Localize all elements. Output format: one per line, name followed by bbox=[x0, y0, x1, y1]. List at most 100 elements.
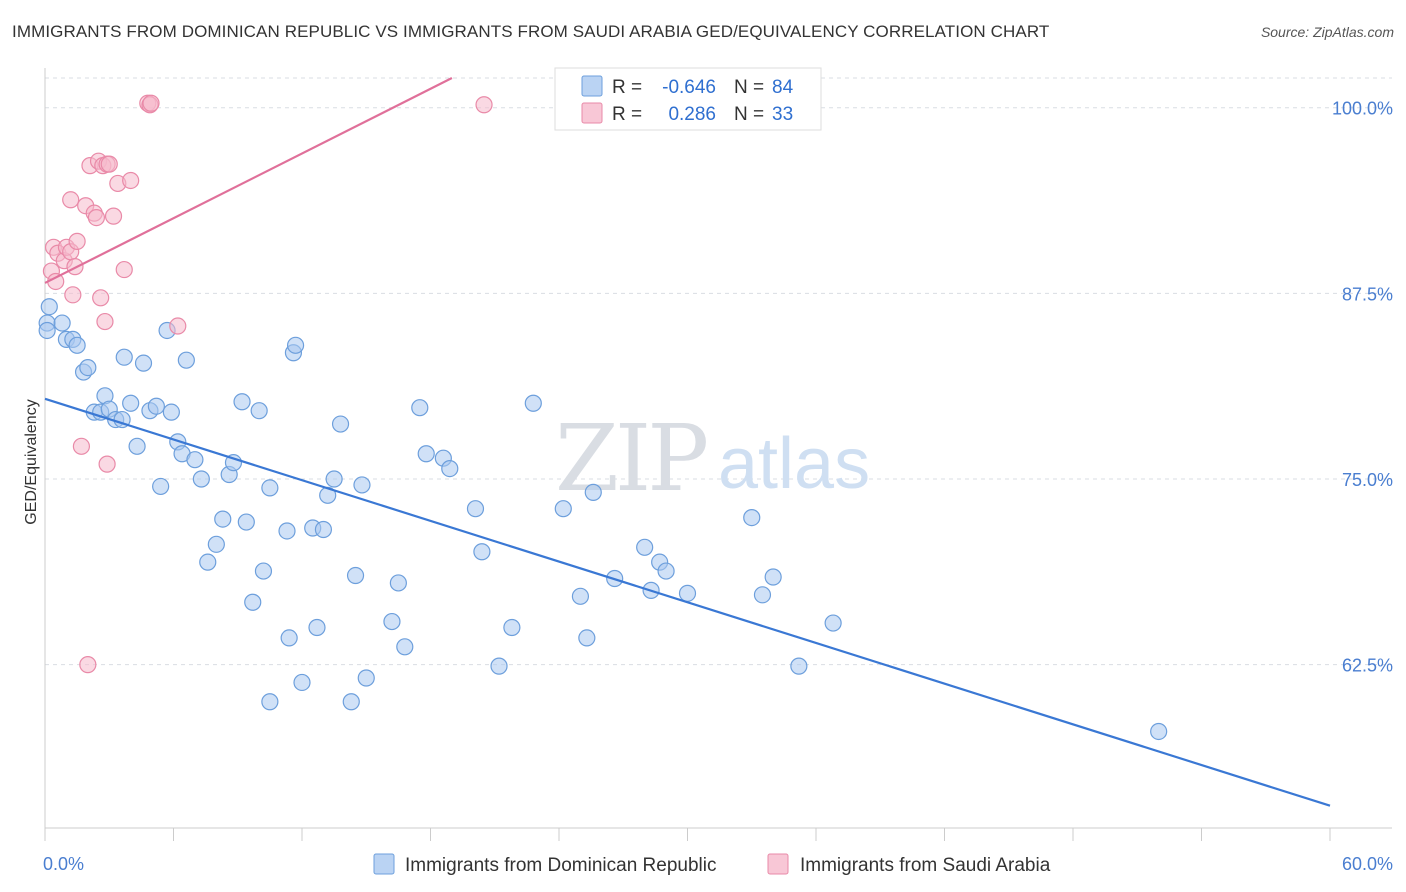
data-point-blue bbox=[657, 562, 675, 580]
data-point-blue bbox=[357, 669, 375, 687]
data-point-blue bbox=[134, 354, 153, 372]
x-tick-label: 0.0% bbox=[43, 854, 84, 874]
data-point-blue bbox=[250, 402, 268, 420]
y-tick-label: 100.0% bbox=[1332, 99, 1393, 119]
data-point-blue bbox=[177, 351, 195, 369]
data-point-blue bbox=[237, 513, 255, 531]
data-point-pink bbox=[98, 455, 116, 473]
data-point-blue bbox=[389, 574, 407, 592]
series-legend-swatch-blue bbox=[373, 853, 395, 875]
data-point-blue bbox=[162, 403, 180, 421]
data-point-blue bbox=[38, 321, 56, 340]
data-point-blue bbox=[571, 587, 590, 605]
y-tick-label: 87.5% bbox=[1342, 284, 1393, 304]
data-point-blue bbox=[503, 618, 521, 637]
data-point-blue bbox=[753, 586, 772, 604]
data-point-blue bbox=[441, 459, 459, 478]
data-point-pink bbox=[115, 260, 133, 279]
data-point-blue bbox=[524, 394, 542, 412]
data-point-blue bbox=[286, 336, 305, 354]
data-point-blue bbox=[233, 393, 251, 411]
data-point-blue bbox=[411, 399, 429, 417]
data-point-blue bbox=[280, 629, 298, 647]
legend-swatch-blue bbox=[581, 75, 603, 97]
data-point-pink bbox=[96, 312, 114, 331]
data-point-blue bbox=[473, 543, 491, 561]
data-point-blue bbox=[278, 522, 296, 540]
legend-r-value-2: 0.286 bbox=[668, 104, 716, 125]
data-point-blue bbox=[152, 477, 170, 496]
data-point-blue bbox=[68, 336, 86, 354]
data-point-pink bbox=[142, 94, 160, 112]
trend-line-blue bbox=[44, 397, 1331, 807]
data-point-blue bbox=[678, 584, 697, 602]
data-point-pink bbox=[100, 155, 118, 173]
data-point-blue bbox=[293, 673, 311, 692]
trend-lines bbox=[44, 77, 1331, 807]
data-point-blue bbox=[128, 437, 146, 455]
data-point-pink bbox=[92, 289, 110, 307]
legend-swatch-pink bbox=[581, 102, 603, 124]
series-legend-label-2: Immigrants from Saudi Arabia bbox=[800, 855, 1051, 876]
legend-r-value-1: -0.646 bbox=[662, 77, 716, 98]
series-legend-label-1: Immigrants from Dominican Republic bbox=[405, 855, 717, 876]
data-point-pink bbox=[87, 209, 106, 227]
data-point-blue bbox=[325, 470, 343, 488]
data-point-blue bbox=[824, 614, 842, 632]
legend-n-label-1: N = bbox=[734, 77, 764, 98]
series-legend-swatch-pink bbox=[767, 853, 789, 875]
data-point-blue bbox=[353, 476, 371, 494]
data-point-pink bbox=[72, 437, 91, 455]
data-point-pink bbox=[79, 656, 97, 674]
data-point-pink bbox=[62, 191, 80, 209]
source-credit: Source: ZipAtlas.com bbox=[1260, 24, 1394, 40]
legend-r-label-2: R = bbox=[612, 104, 642, 125]
gridlines bbox=[45, 77, 1392, 666]
data-point-blue bbox=[207, 535, 225, 553]
watermark: ZIP atlas bbox=[555, 405, 870, 512]
data-point-blue bbox=[417, 445, 435, 463]
data-point-blue bbox=[636, 538, 654, 556]
data-point-pink bbox=[169, 317, 187, 335]
data-point-blue bbox=[554, 500, 572, 518]
data-point-blue bbox=[578, 629, 596, 647]
data-point-blue bbox=[53, 314, 71, 332]
data-point-blue bbox=[584, 483, 602, 501]
y-tick-label: 75.0% bbox=[1342, 470, 1393, 490]
data-point-blue bbox=[199, 553, 217, 571]
data-point-pink bbox=[475, 96, 493, 114]
data-point-blue bbox=[254, 562, 273, 580]
data-point-blue bbox=[214, 510, 232, 528]
chart-title: IMMIGRANTS FROM DOMINICAN REPUBLIC VS IM… bbox=[12, 22, 1050, 41]
legend-n-value-2: 33 bbox=[772, 104, 793, 125]
x-tick-label: 60.0% bbox=[1342, 854, 1393, 874]
data-point-blue bbox=[466, 500, 485, 518]
data-point-blue bbox=[383, 612, 401, 631]
y-axis-label: GED/Equivalency bbox=[23, 399, 40, 524]
data-point-pink bbox=[66, 258, 84, 276]
data-point-blue bbox=[743, 509, 761, 527]
data-point-blue bbox=[331, 415, 350, 433]
data-point-pink bbox=[122, 171, 140, 190]
data-point-blue bbox=[308, 618, 326, 637]
data-point-blue bbox=[79, 359, 97, 377]
data-point-blue bbox=[192, 470, 210, 488]
data-point-blue bbox=[147, 397, 165, 415]
data-point-blue bbox=[40, 298, 58, 316]
data-point-blue bbox=[764, 568, 782, 586]
y-tick-label: 62.5% bbox=[1342, 656, 1393, 676]
data-point-pink bbox=[68, 232, 86, 250]
data-point-blue bbox=[346, 566, 365, 585]
data-point-pink bbox=[64, 286, 82, 304]
data-point-blue bbox=[342, 693, 360, 711]
series-legend: Immigrants from Dominican Republic Immig… bbox=[373, 853, 1051, 876]
legend-r-label-1: R = bbox=[612, 77, 642, 98]
data-point-blue bbox=[122, 394, 140, 412]
watermark-zip: ZIP bbox=[555, 405, 706, 512]
data-point-blue bbox=[244, 593, 262, 611]
points bbox=[38, 94, 1168, 741]
data-point-blue bbox=[314, 520, 333, 539]
data-point-blue bbox=[115, 348, 133, 366]
correlation-legend: R = -0.646 N = 84 R = 0.286 N = 33 bbox=[554, 67, 822, 131]
